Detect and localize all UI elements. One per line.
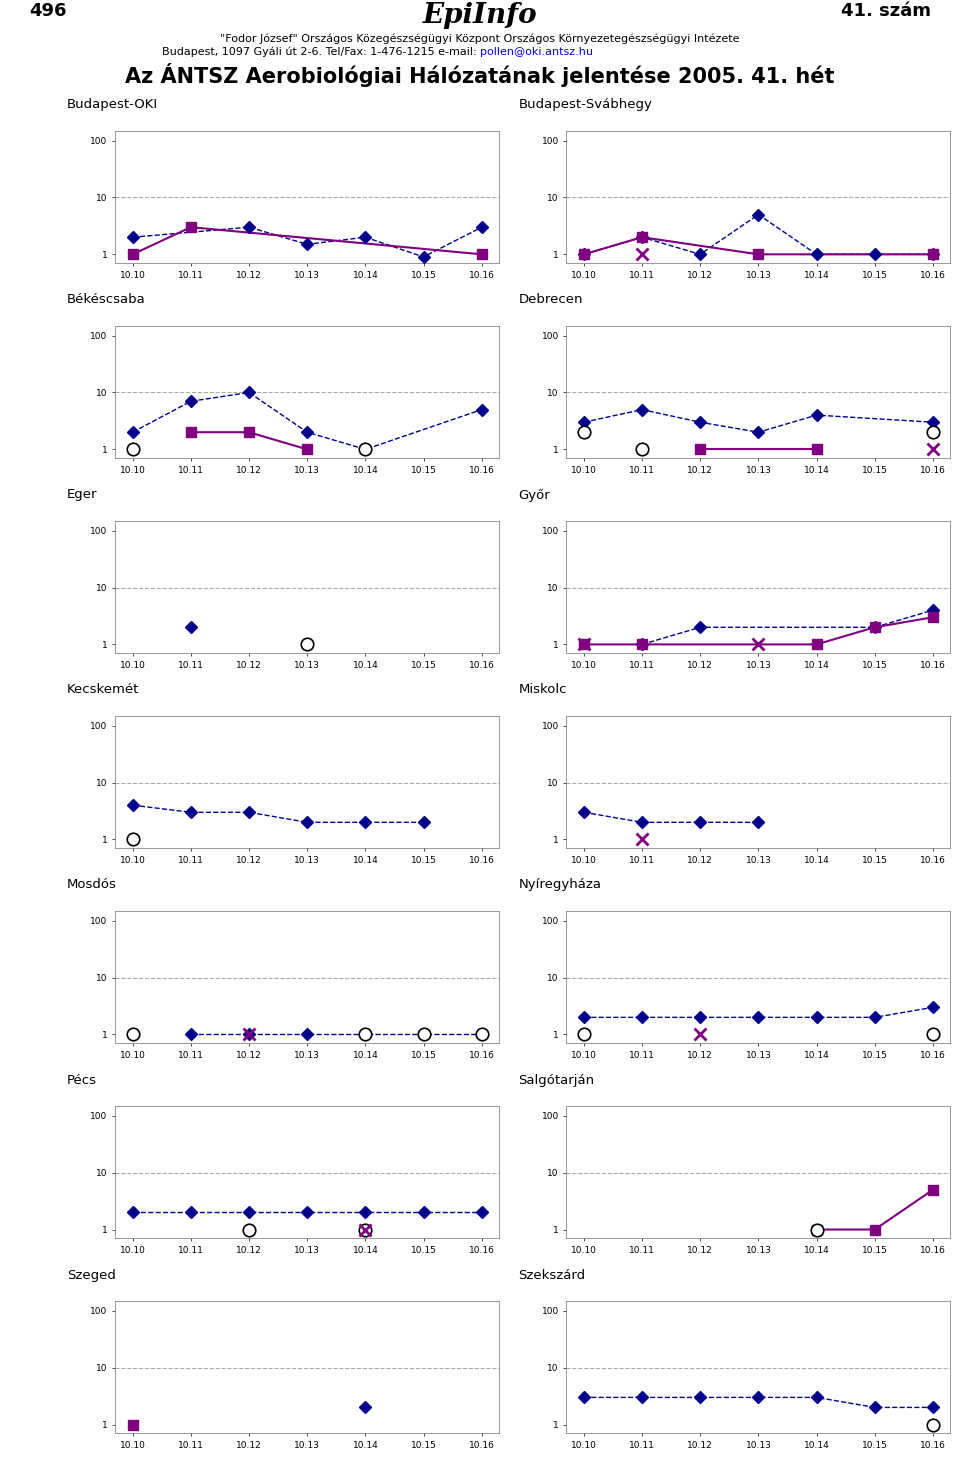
- Text: Salgótarján: Salgótarján: [518, 1073, 594, 1086]
- Text: Pécs: Pécs: [67, 1073, 97, 1086]
- Text: Budapest, 1097 Gyáli út 2-6. Tel/Fax: 1-476-1215 e-mail:: Budapest, 1097 Gyáli út 2-6. Tel/Fax: 1-…: [162, 47, 480, 57]
- Text: Budapest-Svábhegy: Budapest-Svábhegy: [518, 98, 652, 112]
- Text: Debrecen: Debrecen: [518, 294, 583, 307]
- Text: Békéscsaba: Békéscsaba: [67, 294, 146, 307]
- Text: Szeged: Szeged: [67, 1268, 116, 1282]
- Text: EpiInfo: EpiInfo: [422, 3, 538, 29]
- Text: Budapest-OKI: Budapest-OKI: [67, 98, 158, 112]
- Text: Szekszárd: Szekszárd: [518, 1268, 586, 1282]
- Text: pollen@oki.antsz.hu: pollen@oki.antsz.hu: [480, 47, 593, 57]
- Text: Mosdós: Mosdós: [67, 878, 117, 891]
- Text: 41. szám: 41. szám: [841, 3, 931, 21]
- Text: Kecskemét: Kecskemét: [67, 684, 139, 696]
- Text: 496: 496: [29, 3, 66, 21]
- Text: Nyíregyháza: Nyíregyháza: [518, 878, 601, 891]
- Text: "Fodor József" Országos Közegészségügyi Központ Országos Környezetegészségügyi I: "Fodor József" Országos Közegészségügyi …: [220, 34, 740, 44]
- Text: Miskolc: Miskolc: [518, 684, 567, 696]
- Text: Az ÁNTSZ Aerobiológiai Hálózatának jelentése 2005. 41. hét: Az ÁNTSZ Aerobiológiai Hálózatának jelen…: [125, 63, 835, 87]
- Text: Eger: Eger: [67, 489, 98, 502]
- Text: Győr: Győr: [518, 489, 550, 502]
